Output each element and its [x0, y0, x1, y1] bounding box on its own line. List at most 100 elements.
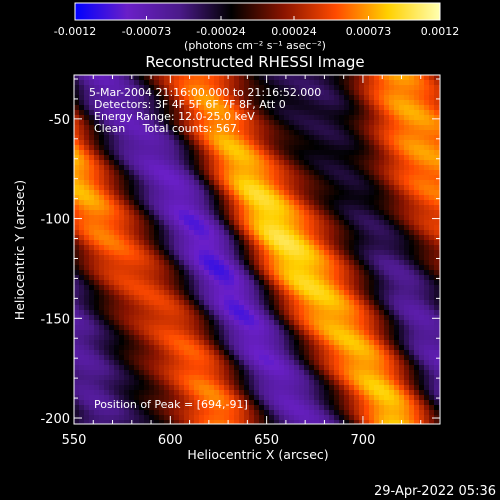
- heatmap-cell: [154, 405, 160, 411]
- heatmap-cell: [89, 235, 95, 241]
- heatmap-cell: [164, 140, 170, 146]
- heatmap-cell: [349, 160, 355, 166]
- heatmap-cell: [409, 175, 415, 181]
- heatmap-cell: [154, 320, 160, 326]
- heatmap-cell: [399, 355, 405, 361]
- heatmap-cell: [289, 95, 295, 101]
- heatmap-cell: [114, 350, 120, 356]
- heatmap-cell: [134, 405, 140, 411]
- heatmap-cell: [409, 275, 415, 281]
- heatmap-cell: [384, 265, 390, 271]
- heatmap-cell: [159, 355, 165, 361]
- heatmap-cell: [229, 300, 235, 306]
- heatmap-cell: [344, 110, 350, 116]
- heatmap-cell: [339, 395, 345, 401]
- heatmap-cell: [404, 90, 410, 96]
- heatmap-cell: [224, 120, 230, 126]
- heatmap-cell: [154, 95, 160, 101]
- heatmap-cell: [254, 390, 260, 396]
- heatmap-cell: [374, 330, 380, 336]
- heatmap-cell: [199, 145, 205, 151]
- heatmap-cell: [154, 125, 160, 131]
- heatmap-cell: [339, 375, 345, 381]
- heatmap-cell: [139, 380, 145, 386]
- heatmap-cell: [379, 185, 385, 191]
- heatmap-cell: [384, 340, 390, 346]
- heatmap-cell: [319, 335, 325, 341]
- heatmap-cell: [314, 370, 320, 376]
- heatmap-cell: [84, 275, 90, 281]
- heatmap-cell: [234, 220, 240, 226]
- heatmap-cell: [339, 120, 345, 126]
- heatmap-cell: [114, 320, 120, 326]
- heatmap-cell: [384, 155, 390, 161]
- heatmap-cell: [294, 325, 300, 331]
- heatmap-cell: [209, 225, 215, 231]
- heatmap-cell: [429, 270, 435, 276]
- heatmap-cell: [184, 260, 190, 266]
- heatmap-cell: [339, 380, 345, 386]
- heatmap-cell: [369, 195, 375, 201]
- heatmap-cell: [314, 215, 320, 221]
- heatmap-cell: [344, 330, 350, 336]
- heatmap-cell: [319, 285, 325, 291]
- heatmap-cell: [354, 105, 360, 111]
- heatmap-cell: [159, 85, 165, 91]
- heatmap-cell: [214, 270, 220, 276]
- heatmap-cell: [389, 345, 395, 351]
- heatmap-cell: [304, 390, 310, 396]
- heatmap-cell: [274, 155, 280, 161]
- heatmap-cell: [319, 130, 325, 136]
- heatmap-cell: [229, 150, 235, 156]
- heatmap-cell: [104, 300, 110, 306]
- heatmap-cell: [239, 85, 245, 91]
- heatmap-cell: [304, 215, 310, 221]
- heatmap-cell: [234, 80, 240, 86]
- heatmap-cell: [169, 170, 175, 176]
- heatmap-cell: [309, 90, 315, 96]
- heatmap-cell: [409, 225, 415, 231]
- heatmap-cell: [314, 325, 320, 331]
- heatmap-cell: [299, 170, 305, 176]
- heatmap-cell: [84, 255, 90, 261]
- heatmap-cell: [414, 405, 420, 411]
- heatmap-cell: [309, 120, 315, 126]
- heatmap-cell: [179, 220, 185, 226]
- heatmap-cell: [194, 130, 200, 136]
- heatmap-cell: [424, 360, 430, 366]
- heatmap-cell: [114, 170, 120, 176]
- heatmap-cell: [124, 290, 130, 296]
- heatmap-cell: [74, 275, 80, 281]
- heatmap-cell: [109, 225, 115, 231]
- heatmap-cell: [409, 90, 415, 96]
- heatmap-cell: [424, 120, 430, 126]
- heatmap-cell: [149, 95, 155, 101]
- heatmap-cell: [319, 390, 325, 396]
- heatmap-cell: [359, 160, 365, 166]
- heatmap-cell: [189, 410, 195, 416]
- heatmap-cell: [279, 285, 285, 291]
- heatmap-cell: [294, 90, 300, 96]
- heatmap-cell: [369, 315, 375, 321]
- heatmap-cell: [264, 145, 270, 151]
- heatmap-cell: [309, 115, 315, 121]
- heatmap-cell: [194, 360, 200, 366]
- heatmap-cell: [299, 90, 305, 96]
- heatmap-cell: [199, 75, 205, 81]
- heatmap-cell: [199, 220, 205, 226]
- heatmap-cell: [414, 165, 420, 171]
- heatmap-cell: [294, 225, 300, 231]
- heatmap-cell: [404, 310, 410, 316]
- heatmap-cell: [379, 115, 385, 121]
- heatmap-cell: [79, 215, 85, 221]
- heatmap-cell: [389, 170, 395, 176]
- heatmap-cell: [184, 230, 190, 236]
- heatmap-cell: [394, 350, 400, 356]
- heatmap-cell: [89, 300, 95, 306]
- heatmap-cell: [254, 165, 260, 171]
- heatmap-cell: [279, 115, 285, 121]
- heatmap-cell: [119, 215, 125, 221]
- heatmap-cell: [74, 370, 80, 376]
- heatmap-cell: [409, 335, 415, 341]
- heatmap-cell: [134, 360, 140, 366]
